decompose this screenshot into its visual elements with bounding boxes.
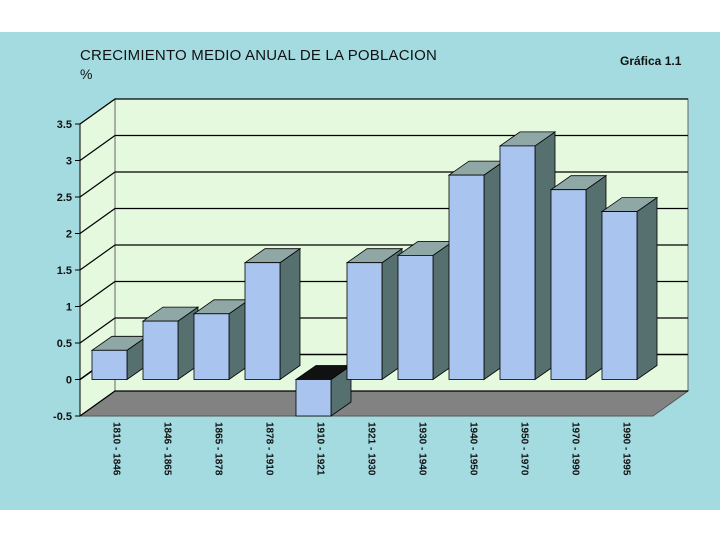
bar [244,262,281,380]
x-category-label: 1846 - 1865 [162,422,173,476]
bar [193,313,230,380]
gridline [79,390,688,417]
bar-side [636,196,658,381]
bar [91,349,128,380]
chart-floor [78,390,690,417]
bar-side [279,247,301,381]
y-tick-label: 3.5 [57,119,72,131]
y-tick-label: 1.5 [57,265,72,277]
y-tick-label: -0.5 [53,411,72,423]
bar [601,211,638,380]
chart-title: CRECIMIENTO MEDIO ANUAL DE LA POBLACION [80,47,438,64]
x-category-label: 1921 - 1930 [366,422,377,476]
x-category-label: 1910 - 1921 [315,422,326,476]
y-tick-label: 0 [66,375,72,387]
bar [295,379,332,417]
bar [448,174,485,380]
bar [346,262,383,380]
bar [397,254,434,380]
x-category-label: 1865 - 1878 [213,422,224,476]
x-category-label: 1990 - 1995 [621,422,632,476]
y-axis-unit: % [80,66,93,82]
gridline [79,134,688,161]
y-tick-label: 2.5 [57,192,72,204]
y-tick-label: 2 [66,229,72,241]
y-tick-label: 3 [66,156,72,168]
x-category-label: 1970 - 1990 [570,422,581,476]
figure-label: Gráfica 1.1 [620,54,682,68]
bar [499,145,536,380]
gridline [79,98,688,125]
x-category-label: 1930 - 1940 [417,422,428,476]
x-category-label: 1878 - 1910 [264,422,275,476]
x-category-label: 1940 - 1950 [468,422,479,476]
x-category-label: 1950 - 1970 [519,422,530,476]
y-tick-label: 0.5 [57,338,72,350]
bar [142,320,179,380]
y-tick-label: 1 [66,302,72,314]
bar [550,189,587,380]
x-category-label: 1810 - 1846 [111,422,122,476]
